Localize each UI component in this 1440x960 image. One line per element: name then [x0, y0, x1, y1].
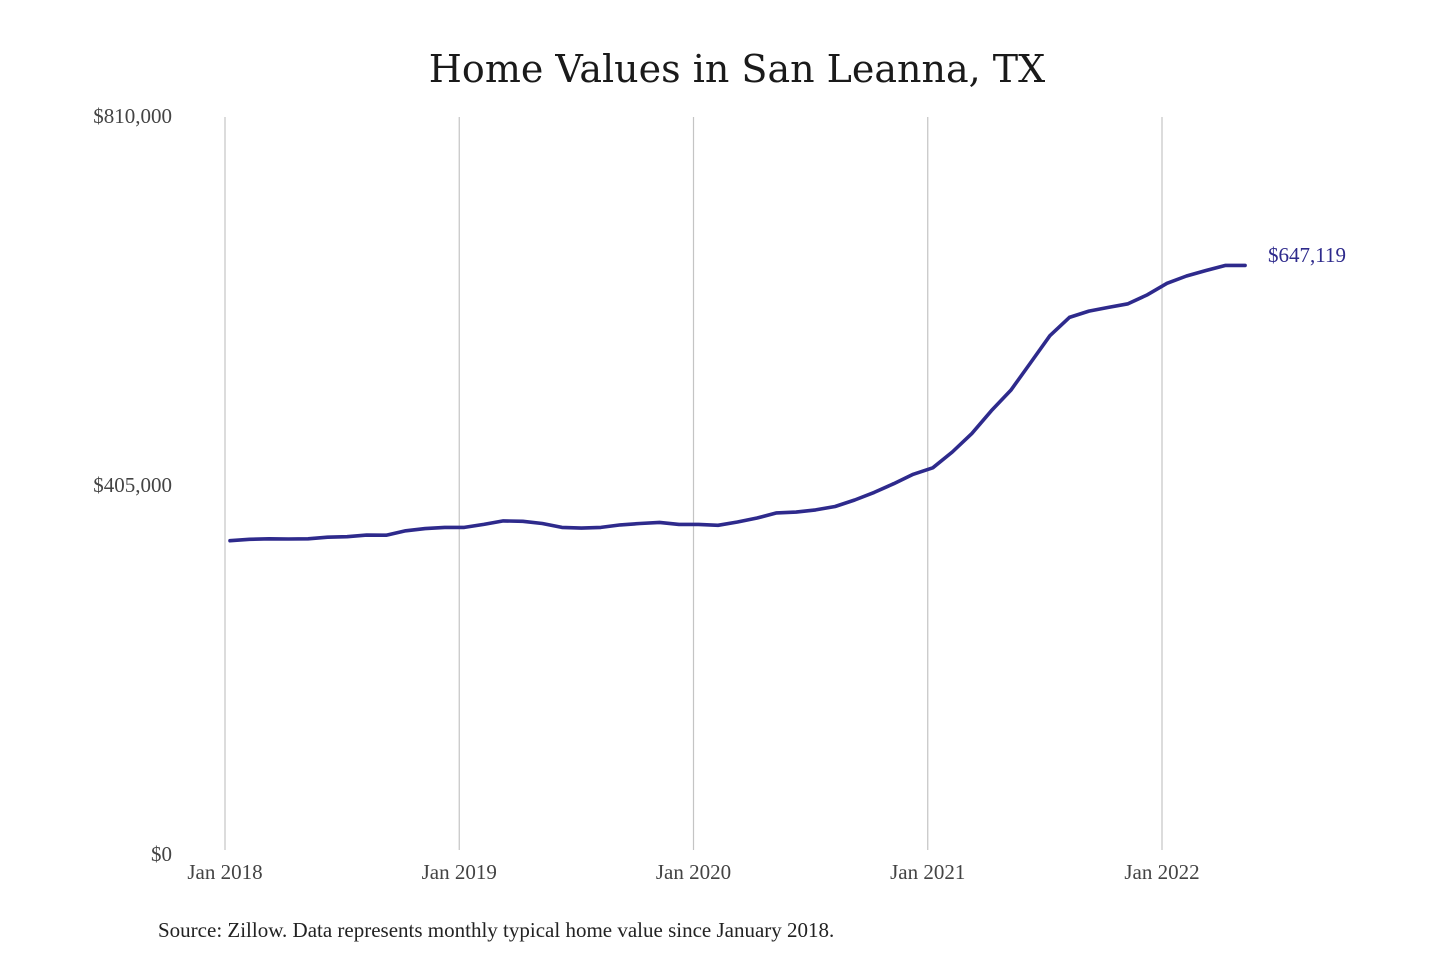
series-line	[228, 263, 1247, 543]
x-tick-label: Jan 2020	[656, 860, 731, 884]
x-tick-label: Jan 2021	[890, 860, 965, 884]
gridlines	[224, 117, 1163, 850]
end-value-label: $647,119	[1268, 243, 1346, 267]
y-tick-label: $405,000	[93, 473, 172, 497]
chart-title: Home Values in San Leanna, TX	[429, 47, 1045, 91]
x-axis-ticks: Jan 2018 Jan 2019 Jan 2020 Jan 2021 Jan 2022	[187, 860, 1199, 884]
y-axis-ticks: $0 $405,000 $810,000	[93, 104, 172, 866]
y-tick-label: $810,000	[93, 104, 172, 128]
y-tick-label: $0	[151, 842, 172, 866]
x-tick-label: Jan 2018	[187, 860, 262, 884]
x-tick-label: Jan 2019	[422, 860, 497, 884]
source-note: Source: Zillow. Data represents monthly …	[158, 918, 834, 942]
x-tick-label: Jan 2022	[1124, 860, 1199, 884]
